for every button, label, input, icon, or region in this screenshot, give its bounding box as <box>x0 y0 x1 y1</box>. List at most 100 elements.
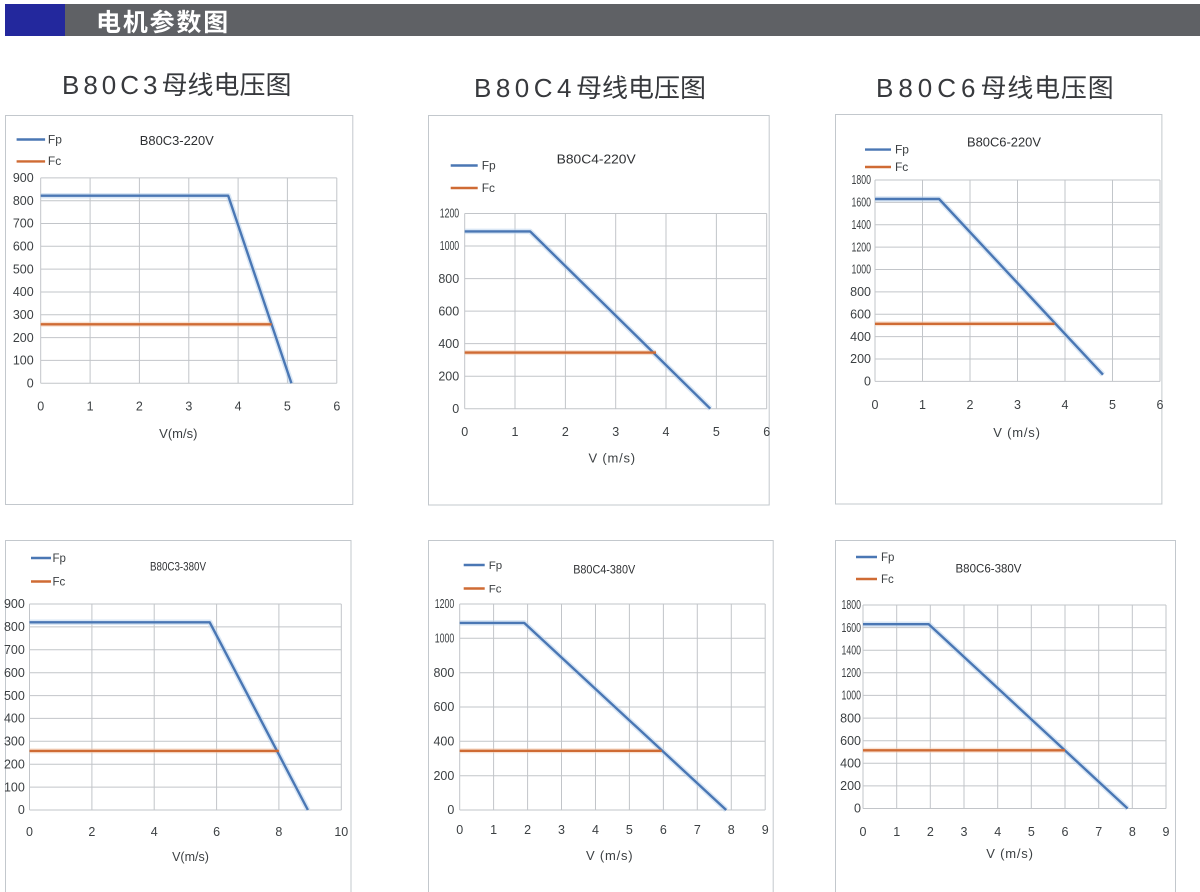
svg-text:6: 6 <box>764 424 771 438</box>
svg-text:200: 200 <box>840 779 861 793</box>
svg-text:3: 3 <box>961 825 968 839</box>
svg-text:800: 800 <box>13 193 34 207</box>
svg-text:B80C3-220V: B80C3-220V <box>139 133 213 148</box>
svg-text:V (m/s): V (m/s) <box>993 425 1040 440</box>
svg-text:Fc: Fc <box>52 576 65 588</box>
svg-text:1200: 1200 <box>435 597 455 611</box>
svg-text:B80C4: B80C4 <box>474 73 576 103</box>
svg-text:B80C4-220V: B80C4-220V <box>557 151 636 166</box>
svg-text:1000: 1000 <box>440 239 460 253</box>
svg-text:800: 800 <box>840 711 861 725</box>
svg-text:200: 200 <box>850 352 871 366</box>
svg-text:0: 0 <box>37 399 44 413</box>
svg-text:5: 5 <box>284 399 291 413</box>
svg-text:100: 100 <box>13 353 34 367</box>
svg-text:1000: 1000 <box>842 689 862 703</box>
svg-text:6: 6 <box>333 399 340 413</box>
svg-text:100: 100 <box>3 780 24 794</box>
svg-text:400: 400 <box>850 330 871 344</box>
svg-text:2: 2 <box>927 825 934 839</box>
svg-text:3: 3 <box>1014 398 1021 412</box>
svg-text:600: 600 <box>13 239 34 253</box>
svg-text:1400: 1400 <box>851 218 871 232</box>
svg-text:6: 6 <box>1157 398 1164 412</box>
svg-text:Fp: Fp <box>482 158 496 172</box>
svg-text:1200: 1200 <box>842 666 862 680</box>
svg-text:800: 800 <box>850 285 871 299</box>
svg-text:5: 5 <box>1109 398 1116 412</box>
svg-text:1200: 1200 <box>440 206 460 220</box>
svg-text:800: 800 <box>439 271 460 285</box>
svg-text:200: 200 <box>13 330 34 344</box>
svg-text:0: 0 <box>457 823 464 837</box>
svg-text:Fc: Fc <box>881 574 894 586</box>
svg-text:V(m/s): V(m/s) <box>172 850 209 864</box>
svg-text:800: 800 <box>3 620 24 634</box>
svg-text:0: 0 <box>854 802 861 816</box>
svg-text:4: 4 <box>150 825 157 839</box>
svg-text:6: 6 <box>1062 825 1069 839</box>
svg-text:1400: 1400 <box>842 643 862 657</box>
svg-text:0: 0 <box>864 375 871 389</box>
svg-text:7: 7 <box>694 823 701 837</box>
svg-text:2: 2 <box>967 398 974 412</box>
svg-text:4: 4 <box>663 424 670 438</box>
svg-text:V (m/s): V (m/s) <box>586 848 633 863</box>
svg-text:0: 0 <box>462 424 469 438</box>
svg-text:1200: 1200 <box>851 240 871 254</box>
svg-text:200: 200 <box>434 769 455 783</box>
svg-text:Fp: Fp <box>895 142 909 156</box>
svg-text:1: 1 <box>490 823 497 837</box>
svg-text:4: 4 <box>234 399 241 413</box>
svg-text:6: 6 <box>213 825 220 839</box>
svg-text:Fp: Fp <box>48 132 62 146</box>
svg-text:200: 200 <box>439 369 460 383</box>
svg-text:800: 800 <box>434 666 455 680</box>
svg-text:Fc: Fc <box>482 180 495 194</box>
svg-text:600: 600 <box>850 307 871 321</box>
svg-text:8: 8 <box>1129 825 1136 839</box>
svg-text:10: 10 <box>334 825 348 839</box>
svg-text:1600: 1600 <box>842 621 862 635</box>
svg-text:3: 3 <box>613 424 620 438</box>
svg-text:1: 1 <box>919 398 926 412</box>
svg-text:B80C3-380V: B80C3-380V <box>150 560 206 574</box>
svg-text:600: 600 <box>840 734 861 748</box>
svg-text:B80C6: B80C6 <box>876 73 981 103</box>
svg-text:Fc: Fc <box>48 154 61 168</box>
svg-text:500: 500 <box>13 262 34 276</box>
svg-text:V(m/s): V(m/s) <box>159 425 197 440</box>
svg-text:2: 2 <box>136 399 143 413</box>
svg-text:200: 200 <box>3 757 24 771</box>
svg-text:4: 4 <box>592 823 599 837</box>
svg-text:0: 0 <box>448 803 455 817</box>
svg-text:0: 0 <box>17 803 24 817</box>
svg-text:400: 400 <box>3 712 24 726</box>
svg-text:400: 400 <box>434 734 455 748</box>
svg-text:700: 700 <box>13 216 34 230</box>
svg-text:B80C6-220V: B80C6-220V <box>967 135 1041 150</box>
svg-text:7: 7 <box>1095 825 1102 839</box>
svg-text:0: 0 <box>26 825 33 839</box>
svg-text:9: 9 <box>1163 825 1170 839</box>
svg-text:0: 0 <box>872 398 879 412</box>
svg-text:9: 9 <box>762 823 769 837</box>
svg-text:1000: 1000 <box>435 632 455 646</box>
svg-text:700: 700 <box>3 643 24 657</box>
svg-text:6: 6 <box>660 823 667 837</box>
svg-text:1: 1 <box>893 825 900 839</box>
svg-text:5: 5 <box>1028 825 1035 839</box>
svg-text:2: 2 <box>562 424 569 438</box>
svg-text:600: 600 <box>434 700 455 714</box>
svg-text:5: 5 <box>626 823 633 837</box>
svg-text:1: 1 <box>86 399 93 413</box>
svg-text:B80C4-380V: B80C4-380V <box>573 563 635 577</box>
svg-text:600: 600 <box>439 304 460 318</box>
svg-text:8: 8 <box>275 825 282 839</box>
svg-text:2: 2 <box>88 825 95 839</box>
svg-text:3: 3 <box>558 823 565 837</box>
svg-text:600: 600 <box>3 666 24 680</box>
svg-text:1600: 1600 <box>851 196 871 210</box>
svg-text:400: 400 <box>13 285 34 299</box>
svg-text:2: 2 <box>524 823 531 837</box>
